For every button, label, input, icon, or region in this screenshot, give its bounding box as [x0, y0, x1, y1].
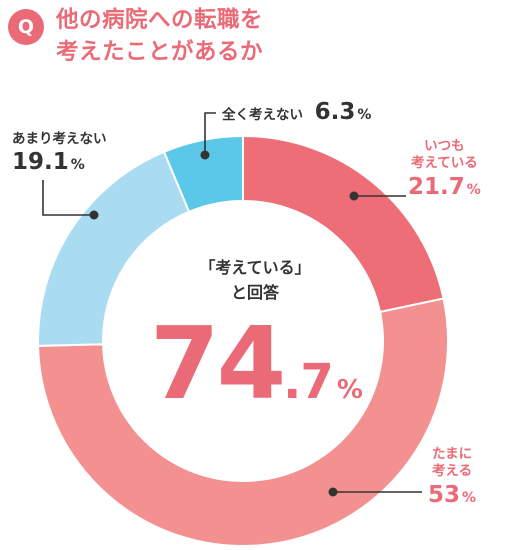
- center-value-unit: %: [336, 375, 363, 405]
- value-rarely: 19.1: [12, 149, 69, 175]
- slice-1: [37, 297, 449, 548]
- label-always-line2: 考えている: [410, 155, 478, 171]
- value-sometimes: 53: [428, 482, 461, 508]
- label-always-line1: いつも: [424, 138, 465, 154]
- center-caption: 「考えている」 と回答: [190, 255, 320, 305]
- leader-line-2: [42, 180, 94, 216]
- center-value-dec: .7: [283, 354, 334, 410]
- leader-dot-3: [200, 150, 210, 160]
- label-never: 全く考えない 6.3%: [222, 98, 371, 126]
- title-line-1: 他の病院への転職を: [56, 7, 264, 33]
- unit-sometimes: %: [462, 490, 477, 506]
- leader-dot-0: [349, 191, 359, 201]
- leader-dot-2: [89, 210, 99, 220]
- value-never: 6.3: [314, 99, 356, 125]
- center-value-int: 74: [150, 305, 286, 422]
- leader-line-3: [204, 112, 216, 155]
- slice-3: [162, 134, 244, 214]
- label-always: いつも 考えている 21.7%: [408, 138, 481, 201]
- label-sometimes-line2: 考える: [431, 463, 473, 479]
- title-line-2: 考えたことがあるか: [56, 39, 264, 65]
- unit-rarely: %: [70, 157, 85, 173]
- question-title: 他の病院への転職を 考えたことがあるか: [56, 4, 263, 68]
- label-rarely-line1: あまり考えない: [12, 131, 107, 147]
- unit-never: %: [357, 107, 372, 123]
- center-caption-line1: 「考えている」: [199, 258, 311, 277]
- label-rarely: あまり考えない 19.1%: [12, 131, 107, 176]
- unit-always: %: [466, 182, 481, 198]
- label-sometimes: たまに 考える 53%: [428, 446, 476, 509]
- question-badge: Q: [8, 9, 44, 45]
- label-never-line1: 全く考えない: [222, 107, 303, 123]
- label-sometimes-line1: たまに: [431, 446, 473, 462]
- center-caption-line2: と回答: [230, 283, 279, 302]
- center-value: 74.7%: [150, 305, 363, 422]
- value-always: 21.7: [408, 174, 465, 200]
- leader-dot-1: [328, 487, 338, 497]
